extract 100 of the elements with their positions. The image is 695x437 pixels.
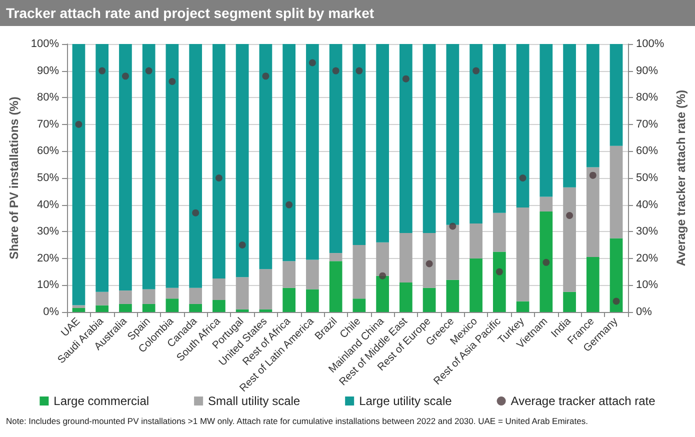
bar <box>166 44 179 288</box>
bar <box>329 253 342 262</box>
legend-label: Average tracker attach rate <box>510 394 656 408</box>
bar <box>610 238 623 312</box>
bar <box>376 44 389 242</box>
bar <box>610 146 623 238</box>
bar <box>282 288 296 312</box>
legend-label: Large commercial <box>54 394 150 408</box>
bar <box>212 278 226 300</box>
point <box>519 174 526 182</box>
bar <box>400 282 412 312</box>
point <box>356 67 363 74</box>
bar <box>259 309 272 312</box>
y2-tick-label: 100% <box>636 38 664 50</box>
bar <box>563 187 576 292</box>
bar <box>282 261 296 288</box>
bar <box>516 301 530 312</box>
y-tick-label: 60% <box>37 145 60 158</box>
bar <box>96 44 109 292</box>
y2-tick-label: 60% <box>636 145 658 158</box>
point <box>308 59 316 66</box>
bar <box>119 44 132 291</box>
point <box>262 72 270 80</box>
point <box>426 260 433 268</box>
y2-tick-label: 50% <box>636 172 658 184</box>
bar <box>563 44 576 188</box>
bar <box>189 44 202 288</box>
bar <box>422 288 436 312</box>
y2-tick-label: 70% <box>636 118 658 130</box>
bar <box>376 242 389 276</box>
point <box>542 258 550 266</box>
bar <box>119 290 132 304</box>
bar <box>610 44 623 146</box>
bar <box>540 44 553 197</box>
y2-tick-label: 0% <box>636 306 652 318</box>
bar <box>306 44 319 260</box>
y-tick-label: 40% <box>37 198 60 211</box>
bar <box>96 292 109 306</box>
point <box>496 268 503 276</box>
bar <box>142 44 156 290</box>
y-axis-title: Share of PV installations (%) <box>7 96 21 260</box>
bar <box>306 260 319 290</box>
bar <box>446 224 460 280</box>
bar <box>563 292 576 312</box>
bar <box>422 232 436 288</box>
y2-tick-label: 90% <box>636 64 658 77</box>
y-tick-label: 80% <box>37 92 60 104</box>
bar <box>259 269 272 310</box>
bar <box>189 304 202 312</box>
bar <box>212 300 226 312</box>
bar <box>540 212 553 312</box>
bar <box>119 304 132 312</box>
bar <box>236 309 249 312</box>
point <box>145 67 152 74</box>
bar <box>329 261 342 312</box>
bar <box>422 44 436 233</box>
point <box>75 120 82 128</box>
bar <box>166 288 179 299</box>
bar <box>586 167 600 258</box>
bar <box>470 44 482 224</box>
y-tick-label: 0% <box>43 306 60 318</box>
y2-tick-label: 40% <box>636 198 658 211</box>
bar <box>236 44 249 278</box>
y-tick-label: 50% <box>37 172 60 184</box>
y-tick-label: 20% <box>37 252 60 264</box>
point <box>332 67 340 74</box>
bar <box>470 258 482 312</box>
point <box>98 67 106 74</box>
point <box>449 222 456 230</box>
point <box>192 209 200 216</box>
chart-title: Tracker attach rate and project segment split by market <box>0 0 695 26</box>
bar <box>212 44 226 278</box>
y2-tick-label: 80% <box>636 92 658 104</box>
bar <box>470 224 482 258</box>
bar <box>142 289 156 304</box>
y2-tick-label: 30% <box>636 226 658 238</box>
bar <box>259 44 272 270</box>
bar <box>492 44 506 213</box>
bar <box>236 277 249 310</box>
text: Note: Includes ground-mounted PV installations >1 MW only. Attach rate for cumulative installations between 2022 and 2030. UAE = United Arab Emirates. <box>6 416 588 426</box>
point <box>168 78 176 86</box>
point <box>472 67 480 74</box>
bar <box>189 288 202 304</box>
y2-tick-label: 20% <box>636 252 658 264</box>
legend-label: Large utility scale <box>359 394 452 408</box>
bar <box>400 232 412 283</box>
legend-label: Small utility scale <box>208 394 300 408</box>
bar <box>446 44 460 225</box>
bar <box>586 257 600 312</box>
y-tick-label: 30% <box>37 226 60 238</box>
y-tick-label: 100% <box>30 38 60 50</box>
bar <box>540 196 553 212</box>
bar <box>282 44 296 262</box>
bar <box>376 276 389 312</box>
point <box>215 174 222 182</box>
bar <box>516 44 530 208</box>
bar <box>166 298 179 312</box>
bar <box>352 44 366 245</box>
bar <box>492 212 506 252</box>
point <box>612 298 620 305</box>
